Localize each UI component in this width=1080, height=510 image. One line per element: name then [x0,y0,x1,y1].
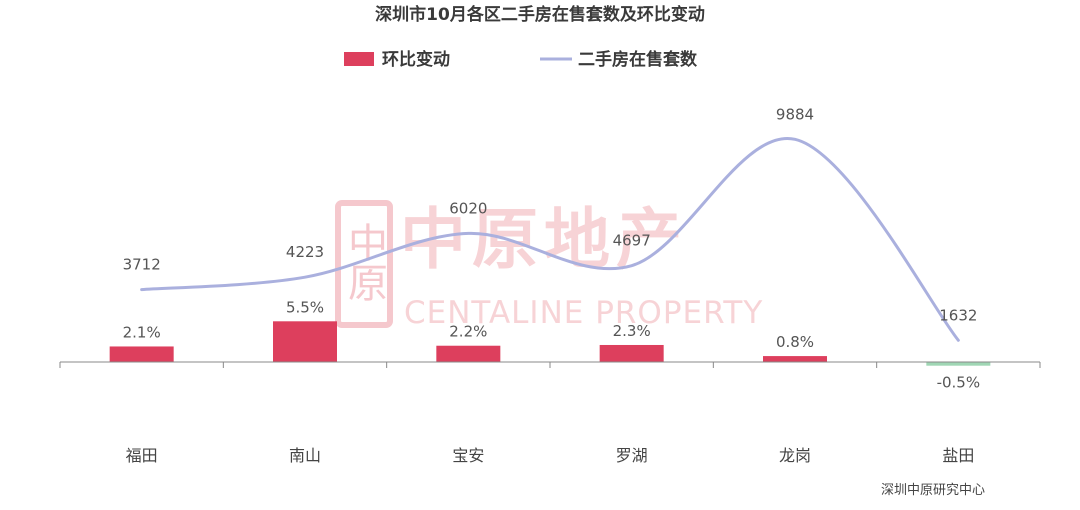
x-tick-label-5: 盐田 [942,446,974,465]
bar-value-label-4: 0.8% [776,333,814,351]
line-value-label-4: 9884 [776,105,814,123]
x-axis [59,361,1041,368]
x-tick-label-3: 罗湖 [616,446,648,465]
line-value-label-2: 6020 [449,199,487,217]
bar-value-label-1: 5.5% [286,298,324,316]
bars-layer [109,321,991,366]
x-tick-label-2: 宝安 [452,446,484,465]
x-tick-label-4: 龙岗 [779,446,811,465]
bar-3 [599,344,664,362]
line-value-label-3: 4697 [613,232,651,250]
legend-bar-label: 环比变动 [382,49,450,70]
x-tick-label-1: 南山 [289,446,321,465]
bar-value-label-0: 2.1% [123,323,161,341]
bar-2 [436,345,501,362]
line-value-label-5: 1632 [939,306,977,324]
chart-title: 深圳市10月各区二手房在售套数及环比变动 [375,4,705,25]
watermark-logo: 中原 中原地产 CENTALINE PROPERTY [335,200,763,331]
watermark-english-text: CENTALINE PROPERTY [404,295,763,331]
bar-4 [763,356,827,362]
data-labels-layer: 2.1% 5.5% 2.2% 2.3% 0.8% -0.5% 3712 4223 6020 469… [123,105,981,391]
bar-1 [273,321,337,362]
legend-line-label: 二手房在售套数 [578,49,698,70]
bar-value-label-5: -0.5% [937,374,981,392]
watermark-seal-icon: 中原 [335,200,393,328]
chart-legend: 环比变动 二手房在售套数 [344,49,698,70]
bar-0 [109,346,174,362]
line-series-path [140,137,960,342]
category-labels-layer: 福田 南山 宝安 罗湖 龙岗 盐田 [126,446,975,465]
line-value-label-0: 3712 [123,256,161,274]
bar-value-label-3: 2.3% [613,322,651,340]
line-value-label-1: 4223 [286,243,324,261]
legend-bar-swatch [344,52,374,66]
line-layer [140,137,960,342]
x-tick-label-0: 福田 [126,446,158,465]
source-note: 深圳中原研究中心 [881,483,985,498]
bar-5 [926,362,991,366]
bar-value-label-2: 2.2% [449,323,487,341]
